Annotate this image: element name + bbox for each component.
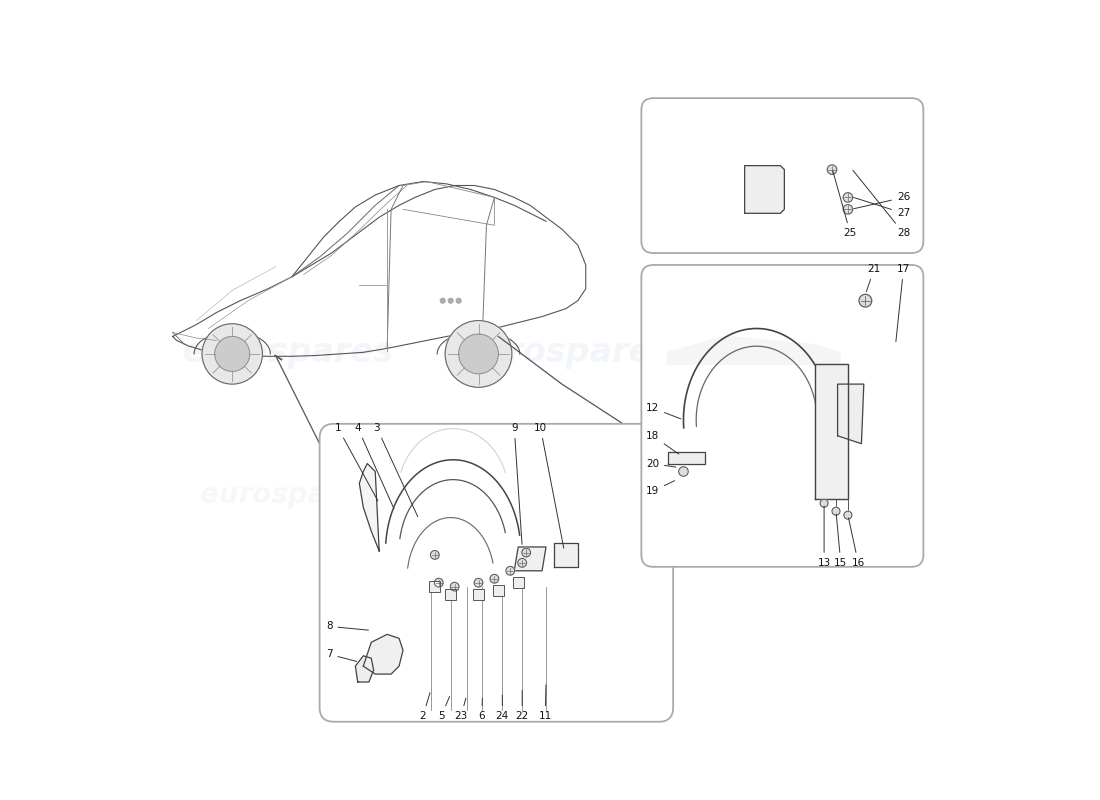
Text: 20: 20 [646, 458, 676, 469]
Bar [473, 589, 484, 600]
Bar [446, 589, 456, 600]
Circle shape [450, 582, 459, 591]
Circle shape [679, 466, 689, 476]
Text: 16: 16 [848, 518, 865, 568]
Text: 25: 25 [833, 170, 857, 238]
Circle shape [474, 578, 483, 587]
Circle shape [449, 298, 453, 303]
Text: 9: 9 [510, 423, 522, 544]
Circle shape [506, 566, 515, 575]
Circle shape [434, 578, 443, 587]
Circle shape [202, 324, 263, 384]
Circle shape [827, 165, 837, 174]
Polygon shape [837, 384, 864, 444]
Circle shape [446, 321, 512, 387]
Text: 18: 18 [646, 430, 679, 454]
Polygon shape [814, 364, 848, 499]
Text: 8: 8 [326, 622, 368, 631]
Text: 13: 13 [817, 506, 830, 568]
Polygon shape [745, 166, 784, 214]
FancyBboxPatch shape [320, 424, 673, 722]
Polygon shape [363, 634, 403, 674]
Text: 17: 17 [895, 264, 910, 342]
Text: 12: 12 [646, 403, 681, 419]
Text: 26: 26 [854, 193, 910, 209]
Text: 10: 10 [534, 423, 564, 548]
Circle shape [844, 193, 852, 202]
Text: eurospares: eurospares [183, 336, 394, 369]
FancyBboxPatch shape [641, 98, 923, 253]
Bar [513, 577, 524, 588]
Polygon shape [515, 547, 546, 571]
Circle shape [214, 337, 250, 371]
Text: 19: 19 [646, 481, 674, 496]
FancyBboxPatch shape [641, 265, 923, 567]
Circle shape [844, 511, 851, 519]
Text: 2: 2 [419, 693, 430, 721]
Text: 15: 15 [834, 514, 847, 568]
Text: eurospares: eurospares [478, 482, 653, 510]
Text: eurospares: eurospares [461, 336, 671, 369]
Text: 11: 11 [539, 685, 552, 721]
Circle shape [832, 507, 840, 515]
Text: 5: 5 [438, 697, 450, 721]
Text: 28: 28 [852, 170, 910, 238]
Text: 6: 6 [478, 698, 485, 721]
Circle shape [440, 298, 446, 303]
Bar [493, 585, 504, 596]
Text: 21: 21 [867, 264, 881, 292]
Polygon shape [668, 337, 840, 364]
Text: eurospares: eurospares [200, 482, 375, 510]
Circle shape [490, 574, 498, 583]
Circle shape [459, 334, 498, 374]
Polygon shape [554, 543, 578, 567]
Circle shape [456, 298, 461, 303]
Text: 4: 4 [354, 423, 394, 509]
Text: 23: 23 [454, 698, 467, 721]
Circle shape [859, 294, 872, 307]
Circle shape [844, 205, 852, 214]
Text: 24: 24 [496, 695, 509, 721]
Text: 22: 22 [516, 690, 529, 721]
Bar [429, 581, 440, 592]
Polygon shape [355, 656, 374, 682]
Circle shape [518, 558, 527, 567]
Text: 7: 7 [326, 650, 356, 662]
Text: eurospares: eurospares [661, 338, 836, 366]
Polygon shape [668, 452, 705, 463]
Text: 1: 1 [334, 423, 378, 501]
Text: 27: 27 [854, 198, 910, 218]
Text: 3: 3 [374, 423, 418, 517]
Circle shape [430, 550, 439, 559]
Circle shape [521, 548, 530, 557]
Circle shape [821, 499, 828, 507]
Polygon shape [360, 463, 379, 551]
